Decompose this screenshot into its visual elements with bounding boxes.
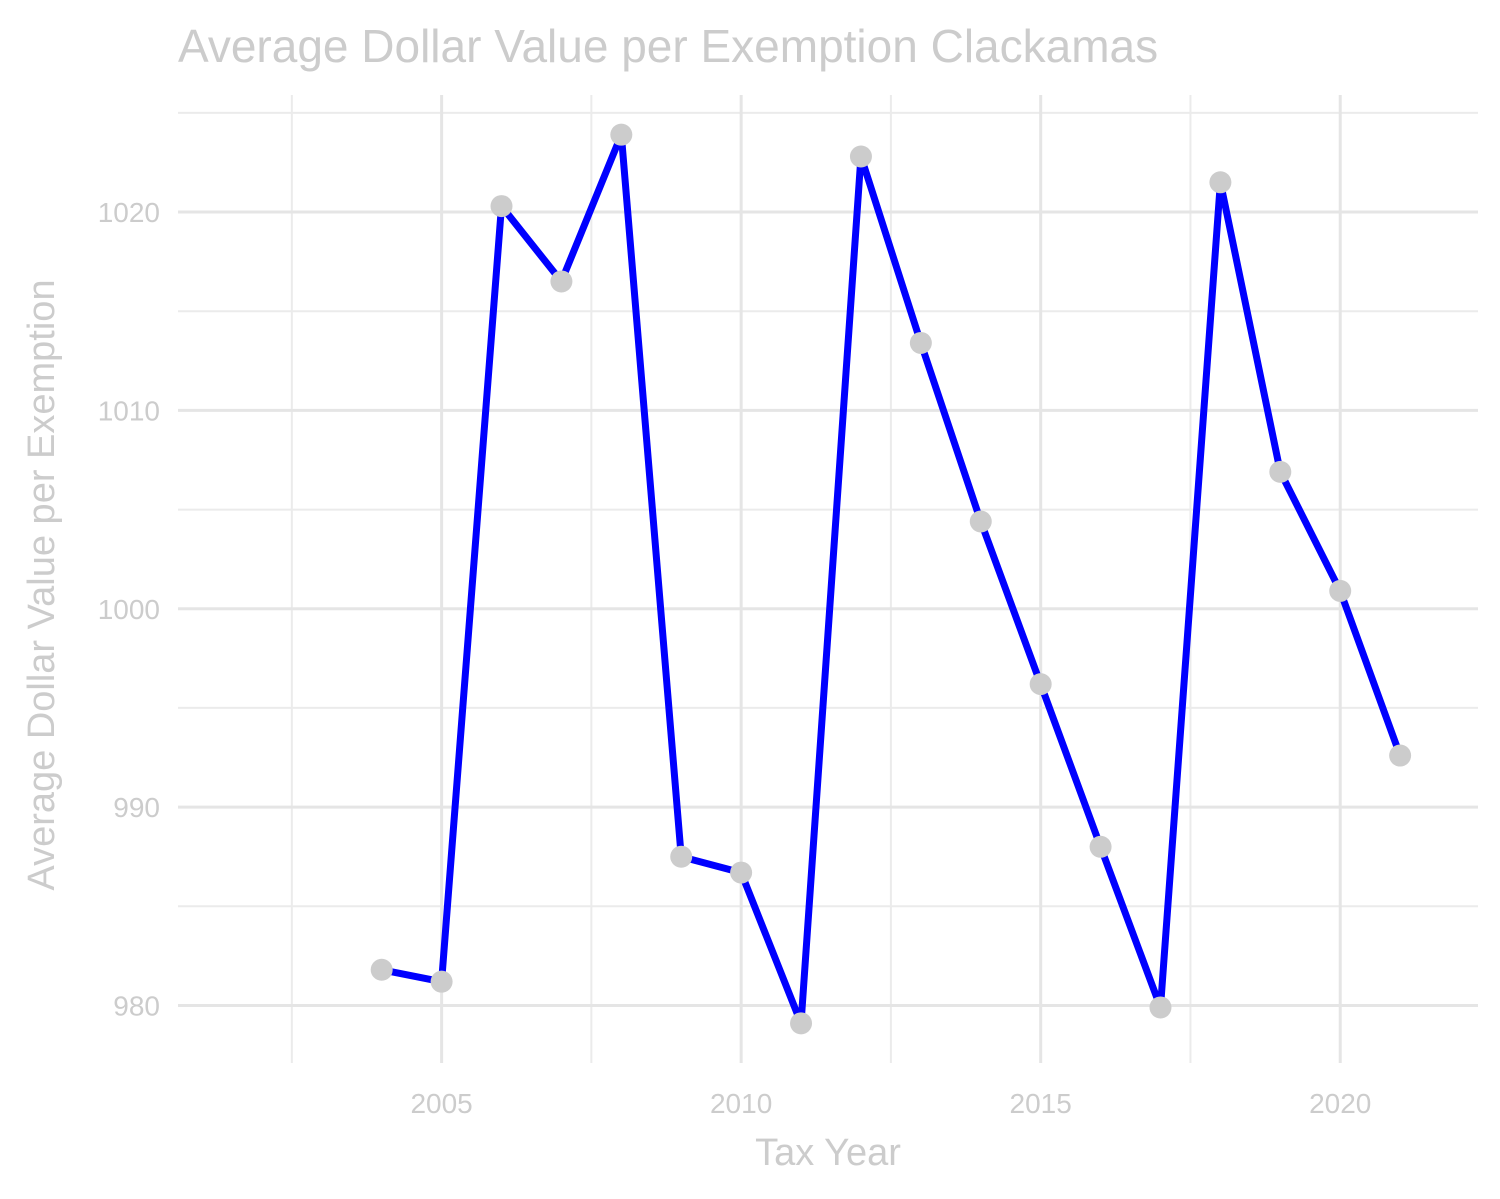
x-tick-label: 2015 [1010, 1088, 1072, 1119]
y-tick-labels: 980 990 1000 1010 1020 [98, 197, 160, 1021]
x-tick-label: 2010 [710, 1088, 772, 1119]
y-tick-label: 980 [113, 990, 160, 1021]
data-point [849, 145, 872, 168]
data-point [909, 331, 932, 354]
data-point [1269, 460, 1292, 483]
data-point [1149, 996, 1172, 1019]
data-point [1029, 673, 1052, 696]
chart-title: Average Dollar Value per Exemption Clack… [178, 20, 1158, 72]
x-tick-labels: 2005 2010 2015 2020 [410, 1088, 1371, 1119]
grid-lines [178, 95, 1478, 1063]
y-axis-title: Average Dollar Value per Exemption [21, 279, 63, 890]
y-tick-label: 1000 [98, 594, 160, 625]
data-point [730, 861, 753, 884]
series-line [378, 131, 1404, 1027]
data-point [1389, 744, 1412, 767]
y-tick-label: 1020 [98, 197, 160, 228]
data-point [610, 123, 633, 146]
data-point [1089, 835, 1112, 858]
x-tick-label: 2005 [410, 1088, 472, 1119]
y-tick-label: 1010 [98, 395, 160, 426]
data-point [430, 970, 453, 993]
data-point [1329, 579, 1352, 602]
data-point [1209, 171, 1232, 194]
series-layer [370, 123, 1412, 1035]
data-point [969, 510, 992, 533]
data-point [490, 195, 513, 218]
y-tick-label: 990 [113, 792, 160, 823]
data-point [370, 958, 393, 981]
data-point [550, 270, 573, 293]
data-point [670, 845, 693, 868]
x-tick-label: 2020 [1309, 1088, 1371, 1119]
x-axis-title: Tax Year [755, 1132, 901, 1174]
data-point [790, 1012, 813, 1035]
